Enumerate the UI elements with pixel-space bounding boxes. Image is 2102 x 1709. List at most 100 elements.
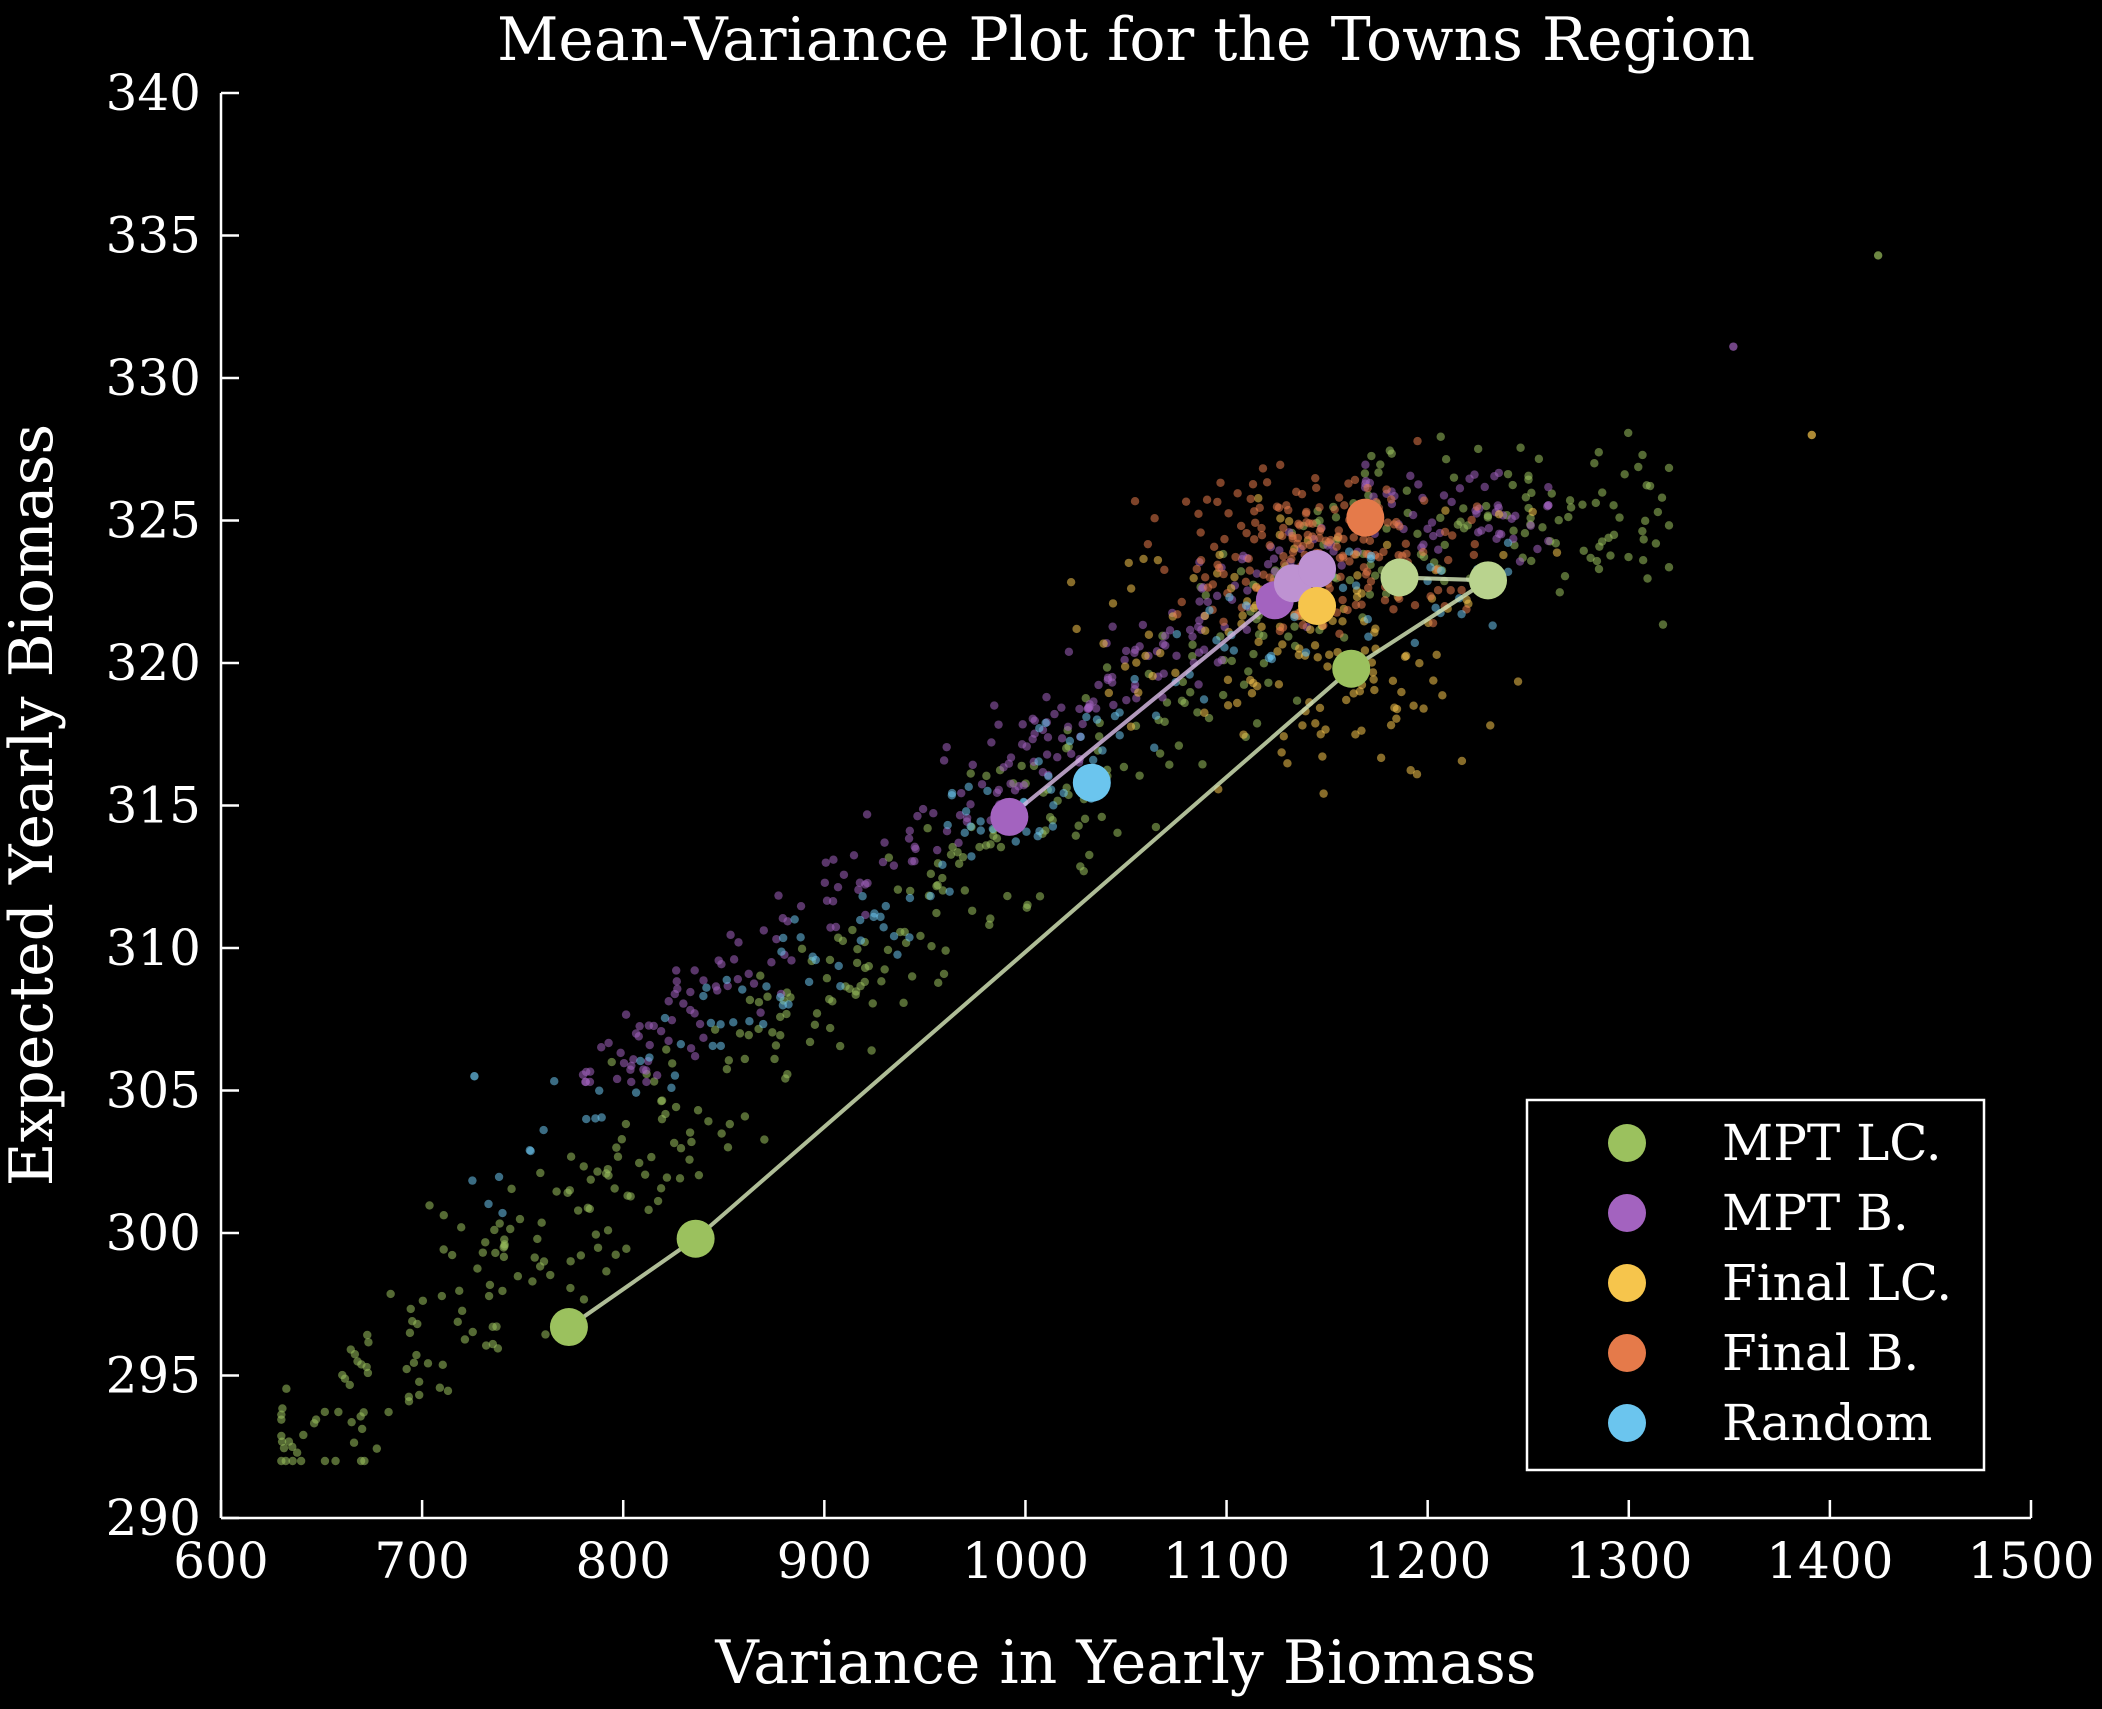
scatter-point-mpt-lc (1579, 546, 1588, 555)
scatter-point-random (856, 915, 865, 925)
scatter-point-mpt-lc (384, 1407, 393, 1417)
scatter-point-random (708, 1041, 717, 1051)
scatter-point-final-lc (1316, 730, 1325, 739)
x-tick-label: 1200 (1364, 1532, 1491, 1590)
scatter-point-mpt-b (631, 1029, 641, 1038)
scatter-point-random (905, 893, 915, 903)
scatter-point-mpt-b (774, 891, 783, 900)
scatter-point-mpt-lc (923, 824, 932, 833)
scatter-point-mpt-b (861, 910, 870, 920)
scatter-point-mpt-lc (899, 998, 908, 1008)
scatter-point-final-lc (1284, 517, 1294, 526)
marker-mpt-lc (1469, 561, 1507, 600)
scatter-point-mpt-b (987, 738, 996, 747)
scatter-point-mpt-b (1213, 658, 1223, 667)
scatter-point-mpt-lc (552, 1187, 561, 1196)
scatter-point-mpt-lc (1538, 523, 1547, 532)
scatter-point-mpt-lc (852, 958, 862, 968)
scatter-point-mpt-lc (593, 1243, 603, 1252)
scatter-point-mpt-lc (1284, 632, 1293, 641)
scatter-point-mpt-b (1203, 597, 1213, 607)
scatter-point-random (1410, 638, 1420, 648)
scatter-point-final-b (1177, 597, 1186, 607)
scatter-point-final-b (1395, 594, 1404, 603)
scatter-point-mpt-lc (1615, 513, 1624, 522)
scatter-point-random (468, 1176, 477, 1185)
scatter-point-final-lc (1126, 722, 1136, 731)
scatter-point-mpt-b (1078, 719, 1087, 729)
scatter-point-final-lc (1352, 592, 1362, 602)
scatter-point-random (1089, 755, 1098, 765)
scatter-point-mpt-lc (1081, 694, 1090, 703)
scatter-point-mpt-b (711, 982, 721, 991)
scatter-point-mpt-lc (812, 1009, 822, 1018)
scatter-point-mpt-lc (740, 1054, 750, 1064)
scatter-point-final-b (1363, 483, 1372, 493)
scatter-point-mpt-lc (460, 1335, 470, 1344)
scatter-point-mpt-lc (1503, 469, 1513, 479)
scatter-point-mpt-lc (967, 906, 977, 915)
scatter-point-mpt-lc (996, 842, 1006, 852)
scatter-point-random (1150, 743, 1159, 752)
scatter-point-mpt-lc (612, 1143, 621, 1152)
scatter-point-final-lc (1274, 680, 1284, 689)
scatter-point-random (1172, 629, 1182, 639)
scatter-point-random (759, 1019, 768, 1029)
scatter-point-mpt-b (1158, 639, 1168, 649)
scatter-point-mpt-lc (1198, 760, 1207, 769)
scatter-point-final-lc (1153, 555, 1163, 565)
scatter-point-mpt-b (726, 930, 735, 940)
scatter-point-mpt-lc (1367, 451, 1376, 461)
scatter-point-mpt-lc (563, 1188, 572, 1197)
scatter-point-mpt-b (672, 966, 681, 975)
scatter-point-mpt-lc (740, 1112, 750, 1121)
scatter-point-final-b (1470, 539, 1480, 549)
scatter-point-final-b (1274, 503, 1284, 512)
scatter-point-final-lc (1306, 625, 1315, 634)
scatter-point-mpt-b (1494, 529, 1504, 538)
scatter-point-final-b (1419, 547, 1428, 557)
scatter-point-random (716, 1020, 725, 1029)
scatter-point-mpt-lc (1658, 620, 1668, 629)
scatter-point-mpt-lc (515, 1214, 525, 1224)
scatter-point-mpt-lc (946, 850, 956, 859)
y-ticks: 290 295 300 305 310 315 320 325 330 335 340 (106, 64, 239, 1547)
scatter-point-mpt-lc (644, 1205, 653, 1215)
scatter-point-mpt-b (1490, 472, 1499, 481)
scatter-point-mpt-lc (656, 1184, 666, 1193)
scatter-point-random (582, 1114, 591, 1124)
scatter-point-mpt-lc (927, 941, 936, 951)
scatter-point-mpt-lc (364, 1338, 373, 1347)
scatter-point-random (526, 1146, 535, 1156)
scatter-point-mpt-lc (1188, 640, 1197, 649)
scatter-point-final-lc (1257, 622, 1266, 632)
scatter-point-mpt-lc (1459, 504, 1468, 513)
scatter-point-mpt-b (1480, 482, 1489, 492)
scatter-point-mpt-b (821, 858, 831, 867)
scatter-point-final-lc (1126, 584, 1136, 593)
scatter-point-mpt-lc (835, 1041, 845, 1051)
scatter-point-mpt-b (783, 917, 792, 926)
scatter-point-final-b (1305, 540, 1315, 550)
scatter-point-random (1241, 601, 1251, 610)
scatter-point-final-lc (1238, 611, 1247, 620)
scatter-point-final-b (1246, 494, 1255, 504)
scatter-point-final-b (1365, 536, 1375, 546)
scatter-point-mpt-lc (484, 1291, 494, 1301)
scatter-point-mpt-lc (647, 1152, 656, 1162)
scatter-point-mpt-lc (613, 1152, 623, 1161)
scatter-point-mpt-lc (1151, 822, 1161, 832)
scatter-point-final-lc (1412, 770, 1422, 779)
scatter-point-mpt-lc (277, 1415, 286, 1424)
marker-tint-mpt-b (1298, 549, 1337, 588)
scatter-point-mpt-b (796, 901, 806, 911)
marker-mpt-lc (1332, 649, 1371, 688)
scatter-point-mpt-lc (278, 1404, 287, 1413)
scatter-point-final-lc (1376, 753, 1386, 763)
scatter-point-mpt-b (904, 834, 914, 843)
scatter-point-mpt-lc (447, 1250, 457, 1260)
scatter-point-mpt-b (744, 969, 753, 979)
scatter-point-mpt-lc (363, 1368, 373, 1378)
scatter-point-random (1049, 801, 1058, 810)
scatter-point-mpt-b (1269, 554, 1279, 563)
